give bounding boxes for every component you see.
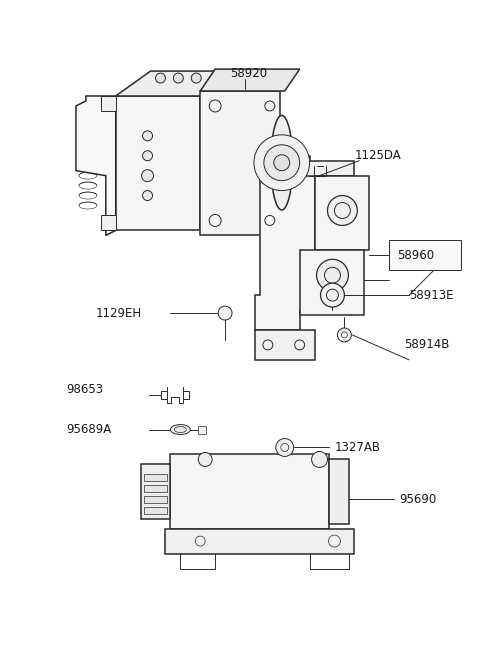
Circle shape	[198, 453, 212, 466]
Bar	[144, 507, 168, 514]
Polygon shape	[101, 215, 116, 231]
Polygon shape	[329, 459, 349, 524]
Circle shape	[142, 170, 154, 181]
Polygon shape	[101, 96, 116, 111]
Circle shape	[143, 131, 153, 141]
Polygon shape	[255, 156, 314, 330]
Polygon shape	[116, 71, 235, 96]
Circle shape	[321, 283, 344, 307]
Text: 95690: 95690	[399, 493, 436, 506]
Ellipse shape	[170, 424, 190, 434]
Bar	[198, 426, 206, 434]
Polygon shape	[116, 96, 200, 231]
Polygon shape	[141, 464, 170, 519]
Circle shape	[264, 145, 300, 181]
Circle shape	[312, 451, 327, 468]
Text: 95689A: 95689A	[66, 423, 111, 436]
Circle shape	[192, 73, 201, 83]
Circle shape	[337, 328, 351, 342]
Circle shape	[276, 439, 294, 457]
Bar	[144, 496, 168, 503]
Polygon shape	[200, 69, 300, 91]
Polygon shape	[200, 215, 215, 231]
Circle shape	[316, 259, 348, 291]
Circle shape	[156, 73, 166, 83]
Text: 98653: 98653	[66, 383, 103, 396]
Polygon shape	[295, 160, 354, 176]
Polygon shape	[255, 330, 314, 360]
Polygon shape	[200, 96, 215, 111]
Circle shape	[143, 151, 153, 160]
Text: 1125DA: 1125DA	[354, 149, 401, 162]
Text: 58960: 58960	[397, 249, 434, 262]
Polygon shape	[170, 455, 329, 529]
Circle shape	[274, 155, 290, 171]
Polygon shape	[200, 91, 280, 235]
Circle shape	[173, 73, 183, 83]
Text: 58914B: 58914B	[404, 339, 449, 352]
Polygon shape	[166, 529, 354, 554]
Polygon shape	[76, 96, 116, 235]
Circle shape	[218, 306, 232, 320]
Text: 58913E: 58913E	[409, 289, 454, 302]
Bar	[144, 474, 168, 481]
Circle shape	[143, 191, 153, 200]
Polygon shape	[300, 250, 364, 315]
Ellipse shape	[271, 115, 293, 210]
Text: 1327AB: 1327AB	[335, 441, 381, 454]
Ellipse shape	[174, 426, 186, 432]
Text: 1129EH: 1129EH	[96, 307, 142, 320]
Circle shape	[254, 135, 310, 191]
Circle shape	[327, 196, 357, 225]
Text: 58920: 58920	[230, 67, 267, 80]
Bar	[144, 485, 168, 493]
Polygon shape	[314, 176, 369, 250]
Bar	[389, 240, 461, 271]
